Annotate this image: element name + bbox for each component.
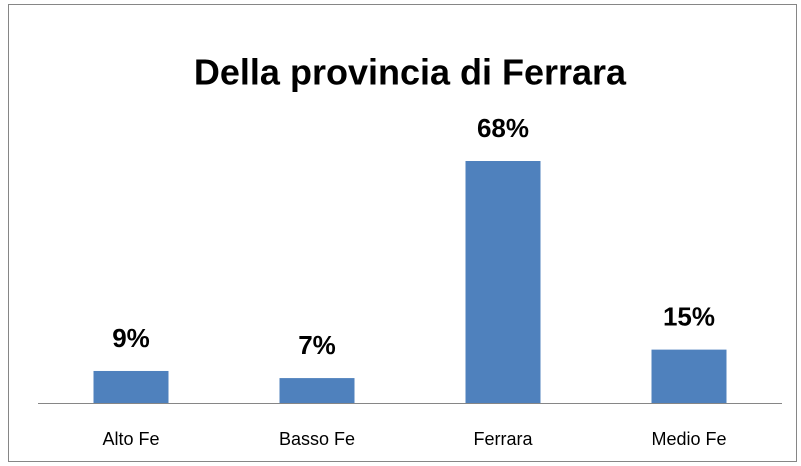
value-label: 68% (477, 113, 529, 143)
x-tick-label: Alto Fe (102, 429, 159, 449)
bar (93, 370, 169, 403)
bar (465, 161, 541, 403)
bar (651, 349, 727, 403)
bar (279, 378, 355, 403)
x-tick-label: Basso Fe (279, 429, 355, 449)
x-tick-label: Medio Fe (651, 429, 726, 449)
value-label: 7% (298, 330, 336, 360)
value-label: 9% (112, 323, 150, 353)
value-label: 15% (663, 301, 715, 331)
chart-title: Della provincia di Ferrara (194, 52, 627, 93)
x-tick-label: Ferrara (473, 429, 533, 449)
